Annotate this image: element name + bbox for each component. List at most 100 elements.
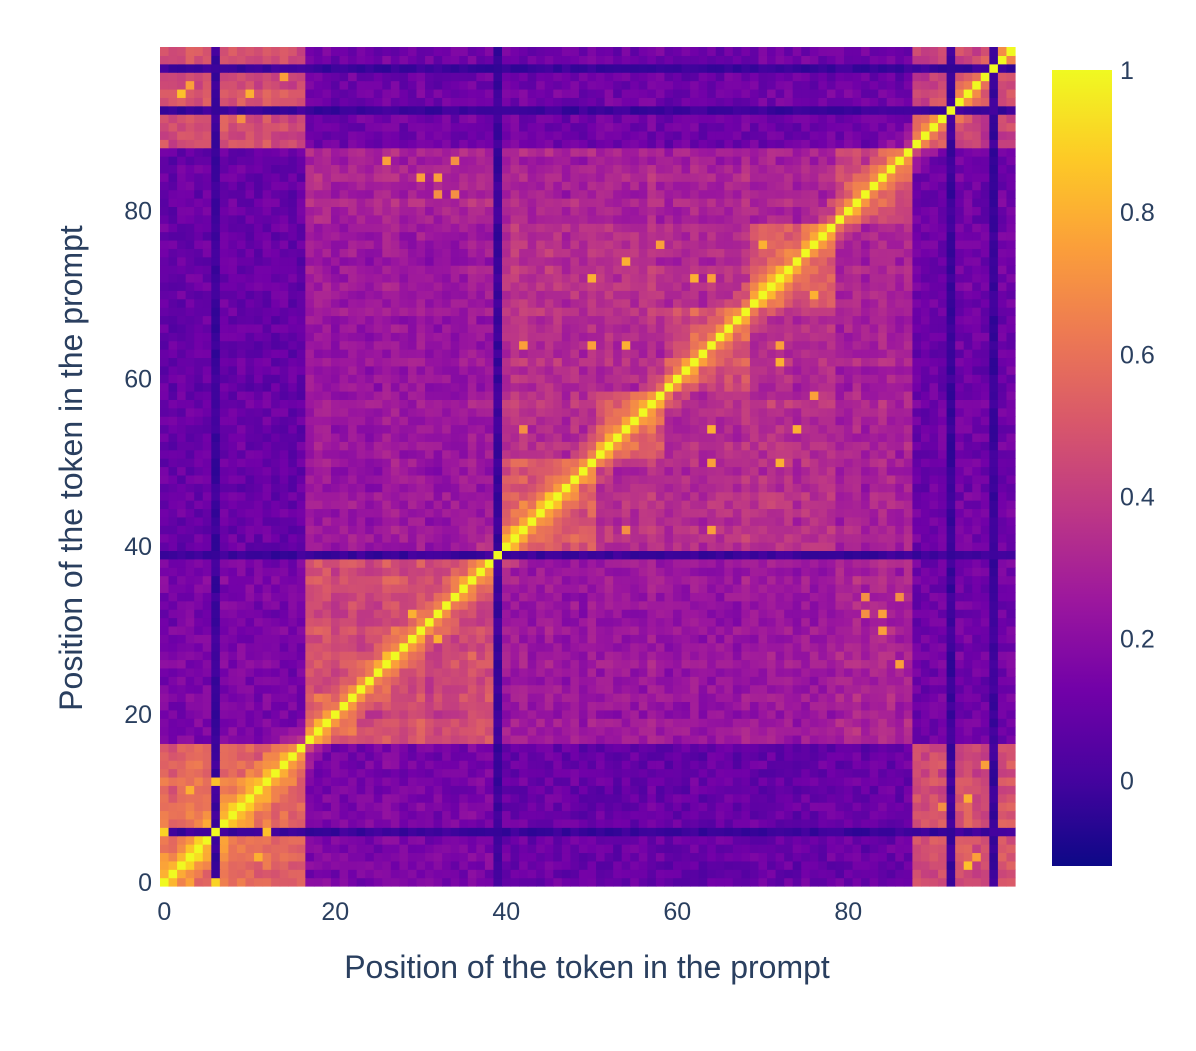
heatmap-cell — [613, 583, 623, 593]
heatmap-cell — [784, 835, 794, 845]
heatmap-cell — [664, 869, 674, 879]
heatmap-cell — [254, 860, 264, 870]
heatmap-cell — [997, 693, 1008, 703]
heatmap-cell — [476, 793, 486, 803]
heatmap-cell — [356, 734, 366, 744]
heatmap-cell — [365, 642, 375, 652]
heatmap-cell — [211, 810, 221, 820]
heatmap-cell — [886, 651, 896, 661]
heatmap-cell — [775, 785, 785, 795]
heatmap-cell — [886, 726, 896, 736]
heatmap-cell — [425, 659, 435, 669]
heatmap-cell — [365, 827, 375, 837]
heatmap-cell — [698, 760, 708, 770]
heatmap-cell — [638, 491, 648, 501]
heatmap-cell — [570, 651, 580, 661]
heatmap-cell — [279, 751, 289, 761]
heatmap-cell — [254, 533, 264, 543]
heatmap-cell — [407, 642, 418, 652]
heatmap-cell — [510, 810, 520, 820]
heatmap-cell — [245, 726, 255, 736]
heatmap-cell — [279, 852, 289, 862]
heatmap-cell — [1006, 542, 1016, 551]
heatmap-cell — [399, 617, 409, 627]
heatmap-cell — [160, 558, 170, 568]
heatmap-cell — [638, 575, 648, 585]
heatmap-cell — [758, 760, 768, 770]
heatmap-cell — [279, 844, 289, 854]
heatmap-cell — [655, 483, 666, 493]
heatmap-cell — [929, 500, 939, 510]
heatmap-cell — [664, 684, 674, 694]
heatmap-cell — [673, 776, 683, 786]
heatmap-cell — [262, 877, 272, 887]
heatmap-cell — [262, 575, 272, 585]
heatmap-cell — [895, 651, 905, 661]
heatmap-cell — [450, 466, 460, 476]
heatmap-cell — [510, 835, 520, 845]
heatmap-cell — [844, 651, 854, 661]
heatmap-cell — [177, 701, 187, 711]
heatmap-cell — [955, 617, 965, 627]
heatmap-cell — [938, 500, 948, 510]
heatmap-cell — [177, 516, 187, 526]
heatmap-cell — [638, 726, 648, 736]
heatmap-cell — [527, 734, 537, 744]
heatmap-cell — [416, 542, 426, 551]
heatmap-cell — [784, 768, 794, 778]
heatmap-cell — [587, 483, 597, 493]
heatmap-cell — [305, 726, 315, 736]
heatmap-cell — [262, 844, 272, 854]
heatmap-cell — [433, 768, 443, 778]
heatmap-cell — [732, 500, 742, 510]
heatmap-cell — [621, 860, 631, 870]
heatmap-cell — [638, 785, 648, 795]
heatmap-cell — [647, 651, 657, 661]
heatmap-cell — [1006, 743, 1016, 753]
heatmap-cell — [433, 558, 443, 568]
heatmap-cell — [844, 483, 854, 493]
heatmap-cell — [972, 827, 982, 837]
heatmap-cell — [484, 600, 495, 610]
heatmap-cell — [561, 693, 571, 703]
heatmap-cell — [749, 869, 760, 879]
heatmap-cell — [621, 642, 631, 652]
heatmap-cell — [647, 709, 657, 719]
heatmap-cell — [322, 600, 332, 610]
heatmap-cell — [245, 869, 255, 879]
heatmap-cell — [407, 474, 418, 484]
heatmap-cell — [664, 516, 674, 526]
heatmap-cell — [886, 659, 896, 669]
heatmap-cell — [852, 609, 862, 619]
heatmap-cell — [399, 491, 409, 501]
heatmap-cell — [835, 877, 845, 887]
heatmap-cell — [322, 835, 332, 845]
heatmap-cell — [852, 877, 862, 887]
heatmap-cell — [510, 793, 520, 803]
heatmap-cell — [912, 625, 922, 635]
heatmap-cell — [288, 483, 298, 493]
heatmap-cell — [493, 701, 503, 711]
heatmap-cell — [561, 751, 571, 761]
heatmap-cell — [160, 785, 170, 795]
heatmap-cell — [638, 818, 648, 828]
heatmap-cell — [390, 525, 400, 535]
heatmap-cell — [621, 734, 631, 744]
heatmap-cell — [1006, 718, 1016, 728]
heatmap-cell — [980, 701, 990, 711]
heatmap-cell — [544, 592, 554, 602]
heatmap-cell — [758, 835, 768, 845]
heatmap-cell — [211, 776, 221, 786]
heatmap-cell — [920, 785, 931, 795]
heatmap-cell — [792, 844, 802, 854]
heatmap-cell — [903, 827, 913, 837]
heatmap-cell — [305, 860, 315, 870]
heatmap-cell — [407, 684, 418, 694]
heatmap-cell — [963, 634, 973, 644]
heatmap-cell — [767, 558, 777, 568]
heatmap-cell — [160, 609, 170, 619]
heatmap-cell — [690, 491, 700, 501]
heatmap-cell — [262, 835, 272, 845]
heatmap-cell — [861, 734, 871, 744]
heatmap-cell — [869, 743, 879, 753]
